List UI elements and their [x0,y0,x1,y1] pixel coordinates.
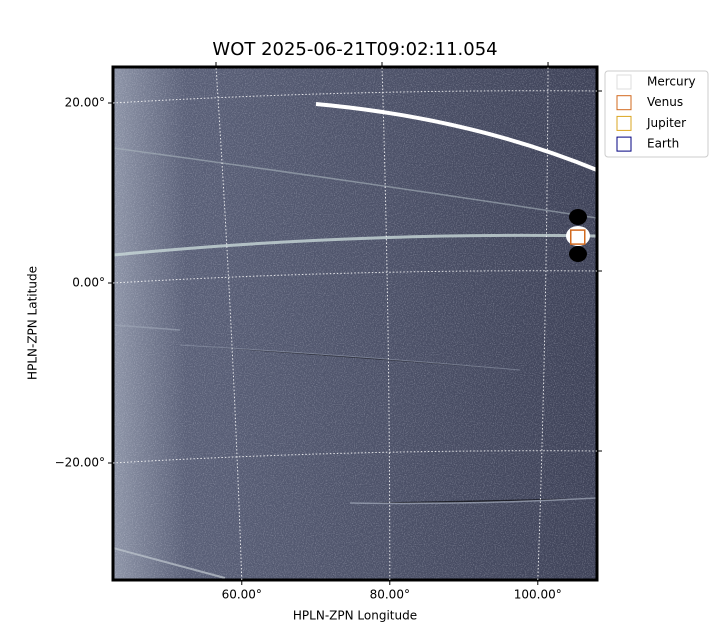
plot-area [112,66,598,581]
x-tick-label: 100.00° [514,588,562,602]
legend-label: Mercury [647,75,696,89]
x-tick-label: 60.00° [222,588,262,602]
x-tick-label: 80.00° [370,588,410,602]
x-axis-label: HPLN-ZPN Longitude [293,609,417,623]
sky-image [113,67,597,580]
y-tick-label: 0.00° [72,276,105,290]
legend-marker [616,74,632,90]
legend [604,70,709,158]
axes-frame [111,65,599,582]
y-tick-label: −20.00° [55,456,105,470]
grid-line [381,66,391,581]
legend-marker [616,115,632,131]
legend-label: Earth [647,137,679,151]
legend-label: Venus [647,95,683,109]
legend-label: Jupiter [646,116,686,130]
chart-title: WOT 2025-06-21T09:02:11.054 [212,39,497,60]
grid-line [112,450,598,464]
grid-line [537,66,549,581]
y-tick-label: 20.00° [65,96,105,110]
y-axis-label: HPLN-ZPN Latitude [26,266,40,380]
grid-line [112,270,598,284]
grid-line [112,90,598,104]
planet-marker [570,229,586,245]
grid-line [215,66,243,581]
legend-marker [616,136,632,152]
legend-marker [616,95,632,111]
